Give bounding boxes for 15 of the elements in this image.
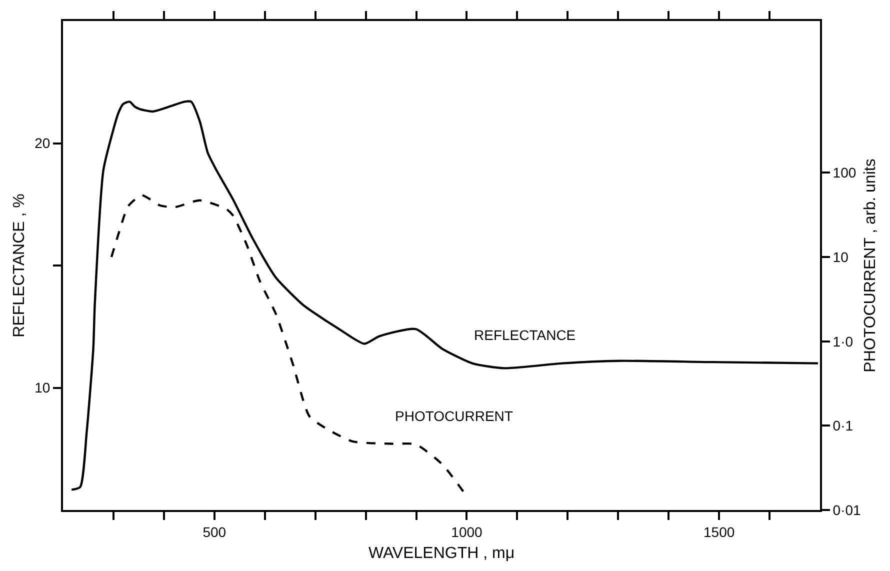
y-tick-label: 20: [34, 135, 50, 152]
y2-tick-label: 100: [832, 164, 856, 181]
y2-tick-label: 0·01: [832, 502, 862, 518]
y2-tick-label: 0·1: [832, 418, 854, 434]
y2-axis-title: PHOTOCURRENT , arb. units: [862, 158, 880, 372]
x-tick-label: 1500: [703, 524, 735, 540]
y-axis-title: REFLECTANCE , %: [11, 194, 28, 338]
line-series: [70, 100, 820, 491]
x-tick-label: 500: [202, 524, 226, 540]
x-tick-label: 1000: [451, 524, 483, 540]
y2-tick-label: 10: [832, 248, 849, 265]
x-axis-title: WAVELENGTH , mμ: [368, 545, 515, 562]
series-label: PHOTOCURRENT: [395, 408, 514, 424]
series-label: REFLECTANCE: [474, 327, 576, 343]
y2-tick-label: 1·0: [832, 333, 854, 350]
